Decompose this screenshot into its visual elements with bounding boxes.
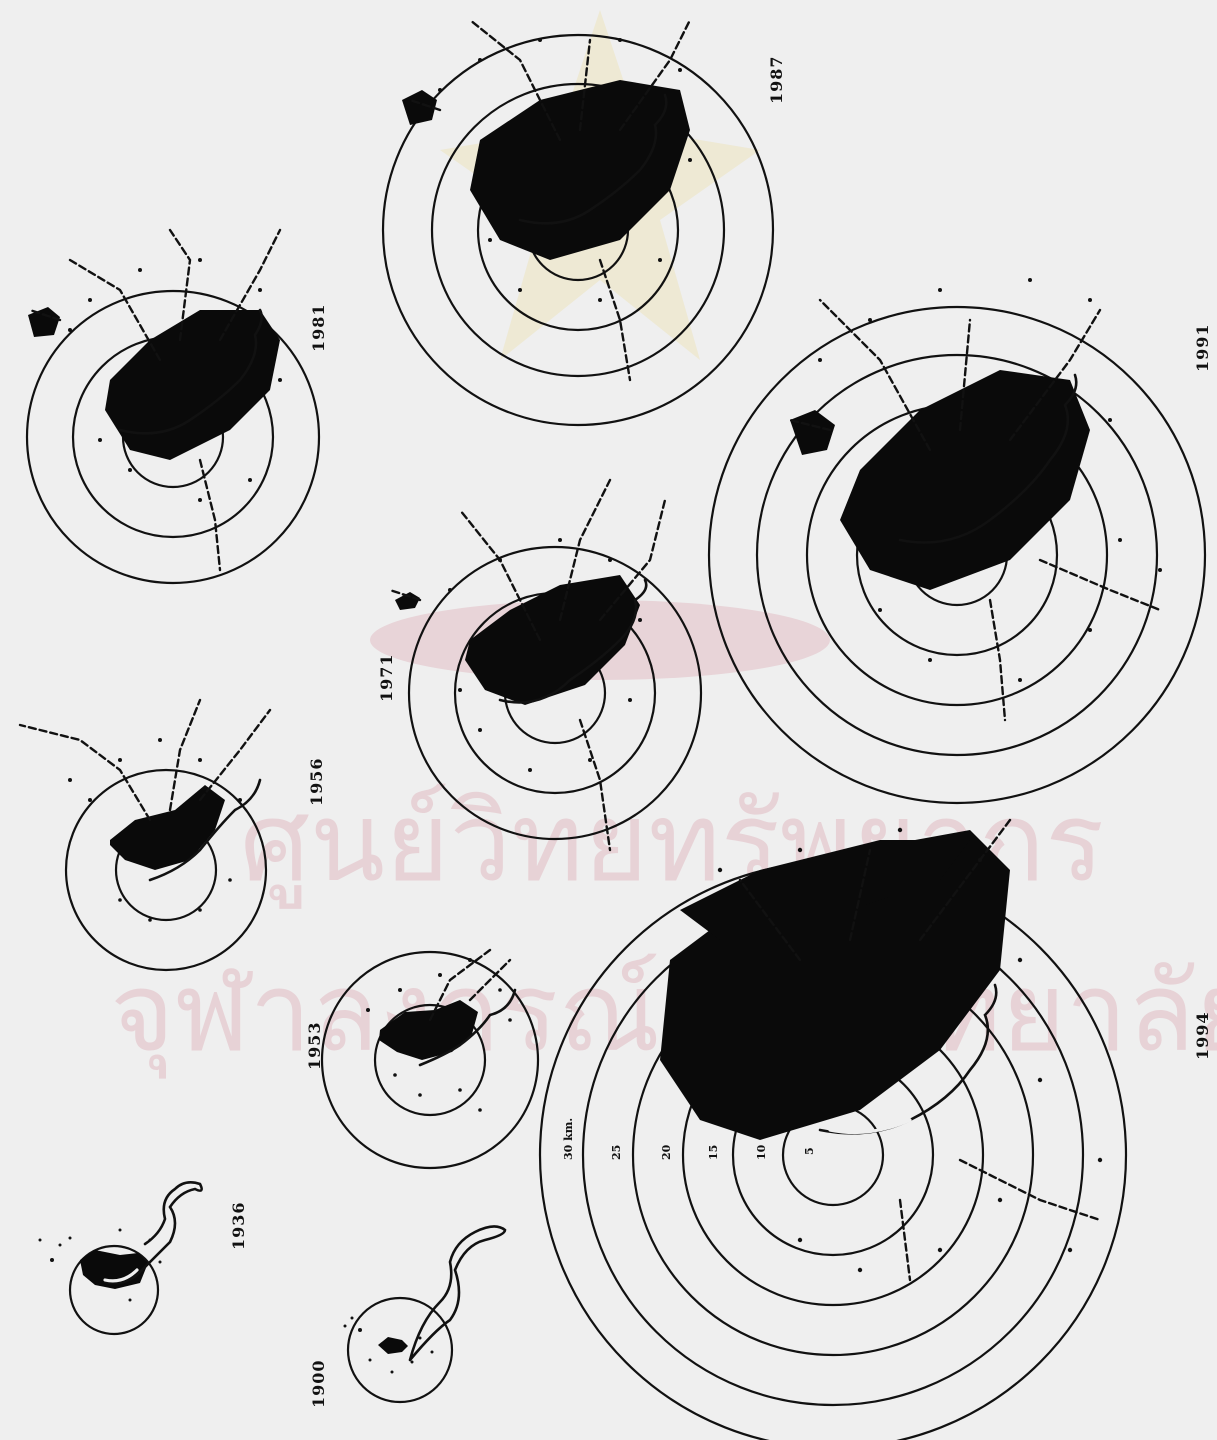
map-1991-river: [898, 373, 1078, 544]
map-1971-year-label: 1971: [377, 653, 396, 702]
map-1953-ring-2: [320, 950, 540, 1170]
map-1953-river: [418, 988, 517, 1067]
map-1991-builtup: [790, 278, 1162, 682]
map-1971: 1971: [377, 478, 703, 852]
scale-label-10: 10: [755, 1144, 768, 1160]
map-1956-river: [148, 778, 262, 882]
map-1953-builtup: [366, 958, 512, 1112]
map-1987: 1987: [381, 18, 786, 427]
map-1991-ring-5: [707, 305, 1207, 805]
map-1971-ring-3: [407, 545, 703, 841]
map-1956-ring-2: [64, 768, 268, 972]
map-1900-year-label: 1900: [309, 1359, 328, 1408]
map-1956: 1956: [18, 698, 326, 972]
map-1981-builtup: [28, 258, 282, 502]
map-1900-ring-1: [346, 1296, 454, 1404]
scale-label-20: 20: [660, 1144, 673, 1160]
map-1981-year-label: 1981: [309, 303, 328, 352]
map-1971-builtup: [395, 538, 642, 772]
map-1981-ring-3: [25, 289, 321, 585]
map-1936-ring-1: [68, 1244, 160, 1336]
map-1981-river: [118, 308, 263, 435]
map-1991: 1991: [707, 278, 1212, 805]
map-1953-ring-1: [373, 1003, 487, 1117]
map-1953: 1953: [305, 948, 540, 1170]
scale-label-25: 25: [610, 1145, 623, 1160]
map-1953-year-label: 1953: [305, 1021, 324, 1070]
map-1936: 1936: [38, 1181, 248, 1336]
map-1987-year-label: 1987: [767, 55, 786, 104]
map-1900-builtup: [343, 1316, 434, 1374]
map-1987-builtup: [402, 38, 692, 302]
scale-label-30km: 30 km.: [562, 1118, 575, 1160]
scale-label-5: 5: [803, 1147, 816, 1155]
map-1994: 5 10 15 20 25 30 km. 1994: [538, 818, 1212, 1440]
map-1991-year-label: 1991: [1193, 323, 1212, 372]
map-1987-ring-3: [430, 82, 726, 378]
scale-labels: 5 10 15 20 25 30 km.: [562, 1118, 816, 1160]
map-1981: 1981: [25, 228, 328, 585]
map-1900-river: [408, 1225, 507, 1362]
map-1994-year-label: 1994: [1193, 1011, 1212, 1060]
map-1971-river: [498, 578, 648, 704]
map-1956-builtup: [68, 738, 242, 922]
map-1936-year-label: 1936: [229, 1201, 248, 1250]
map-1900: 1900: [309, 1225, 507, 1408]
map-1936-river: [103, 1181, 203, 1285]
map-1956-year-label: 1956: [307, 757, 326, 806]
map-1987-ring-4: [381, 33, 775, 427]
map-1936-builtup: [38, 1228, 162, 1302]
scale-label-15: 15: [707, 1145, 720, 1160]
map-1987-river: [518, 93, 668, 225]
map-1991-ring-4: [755, 353, 1159, 757]
